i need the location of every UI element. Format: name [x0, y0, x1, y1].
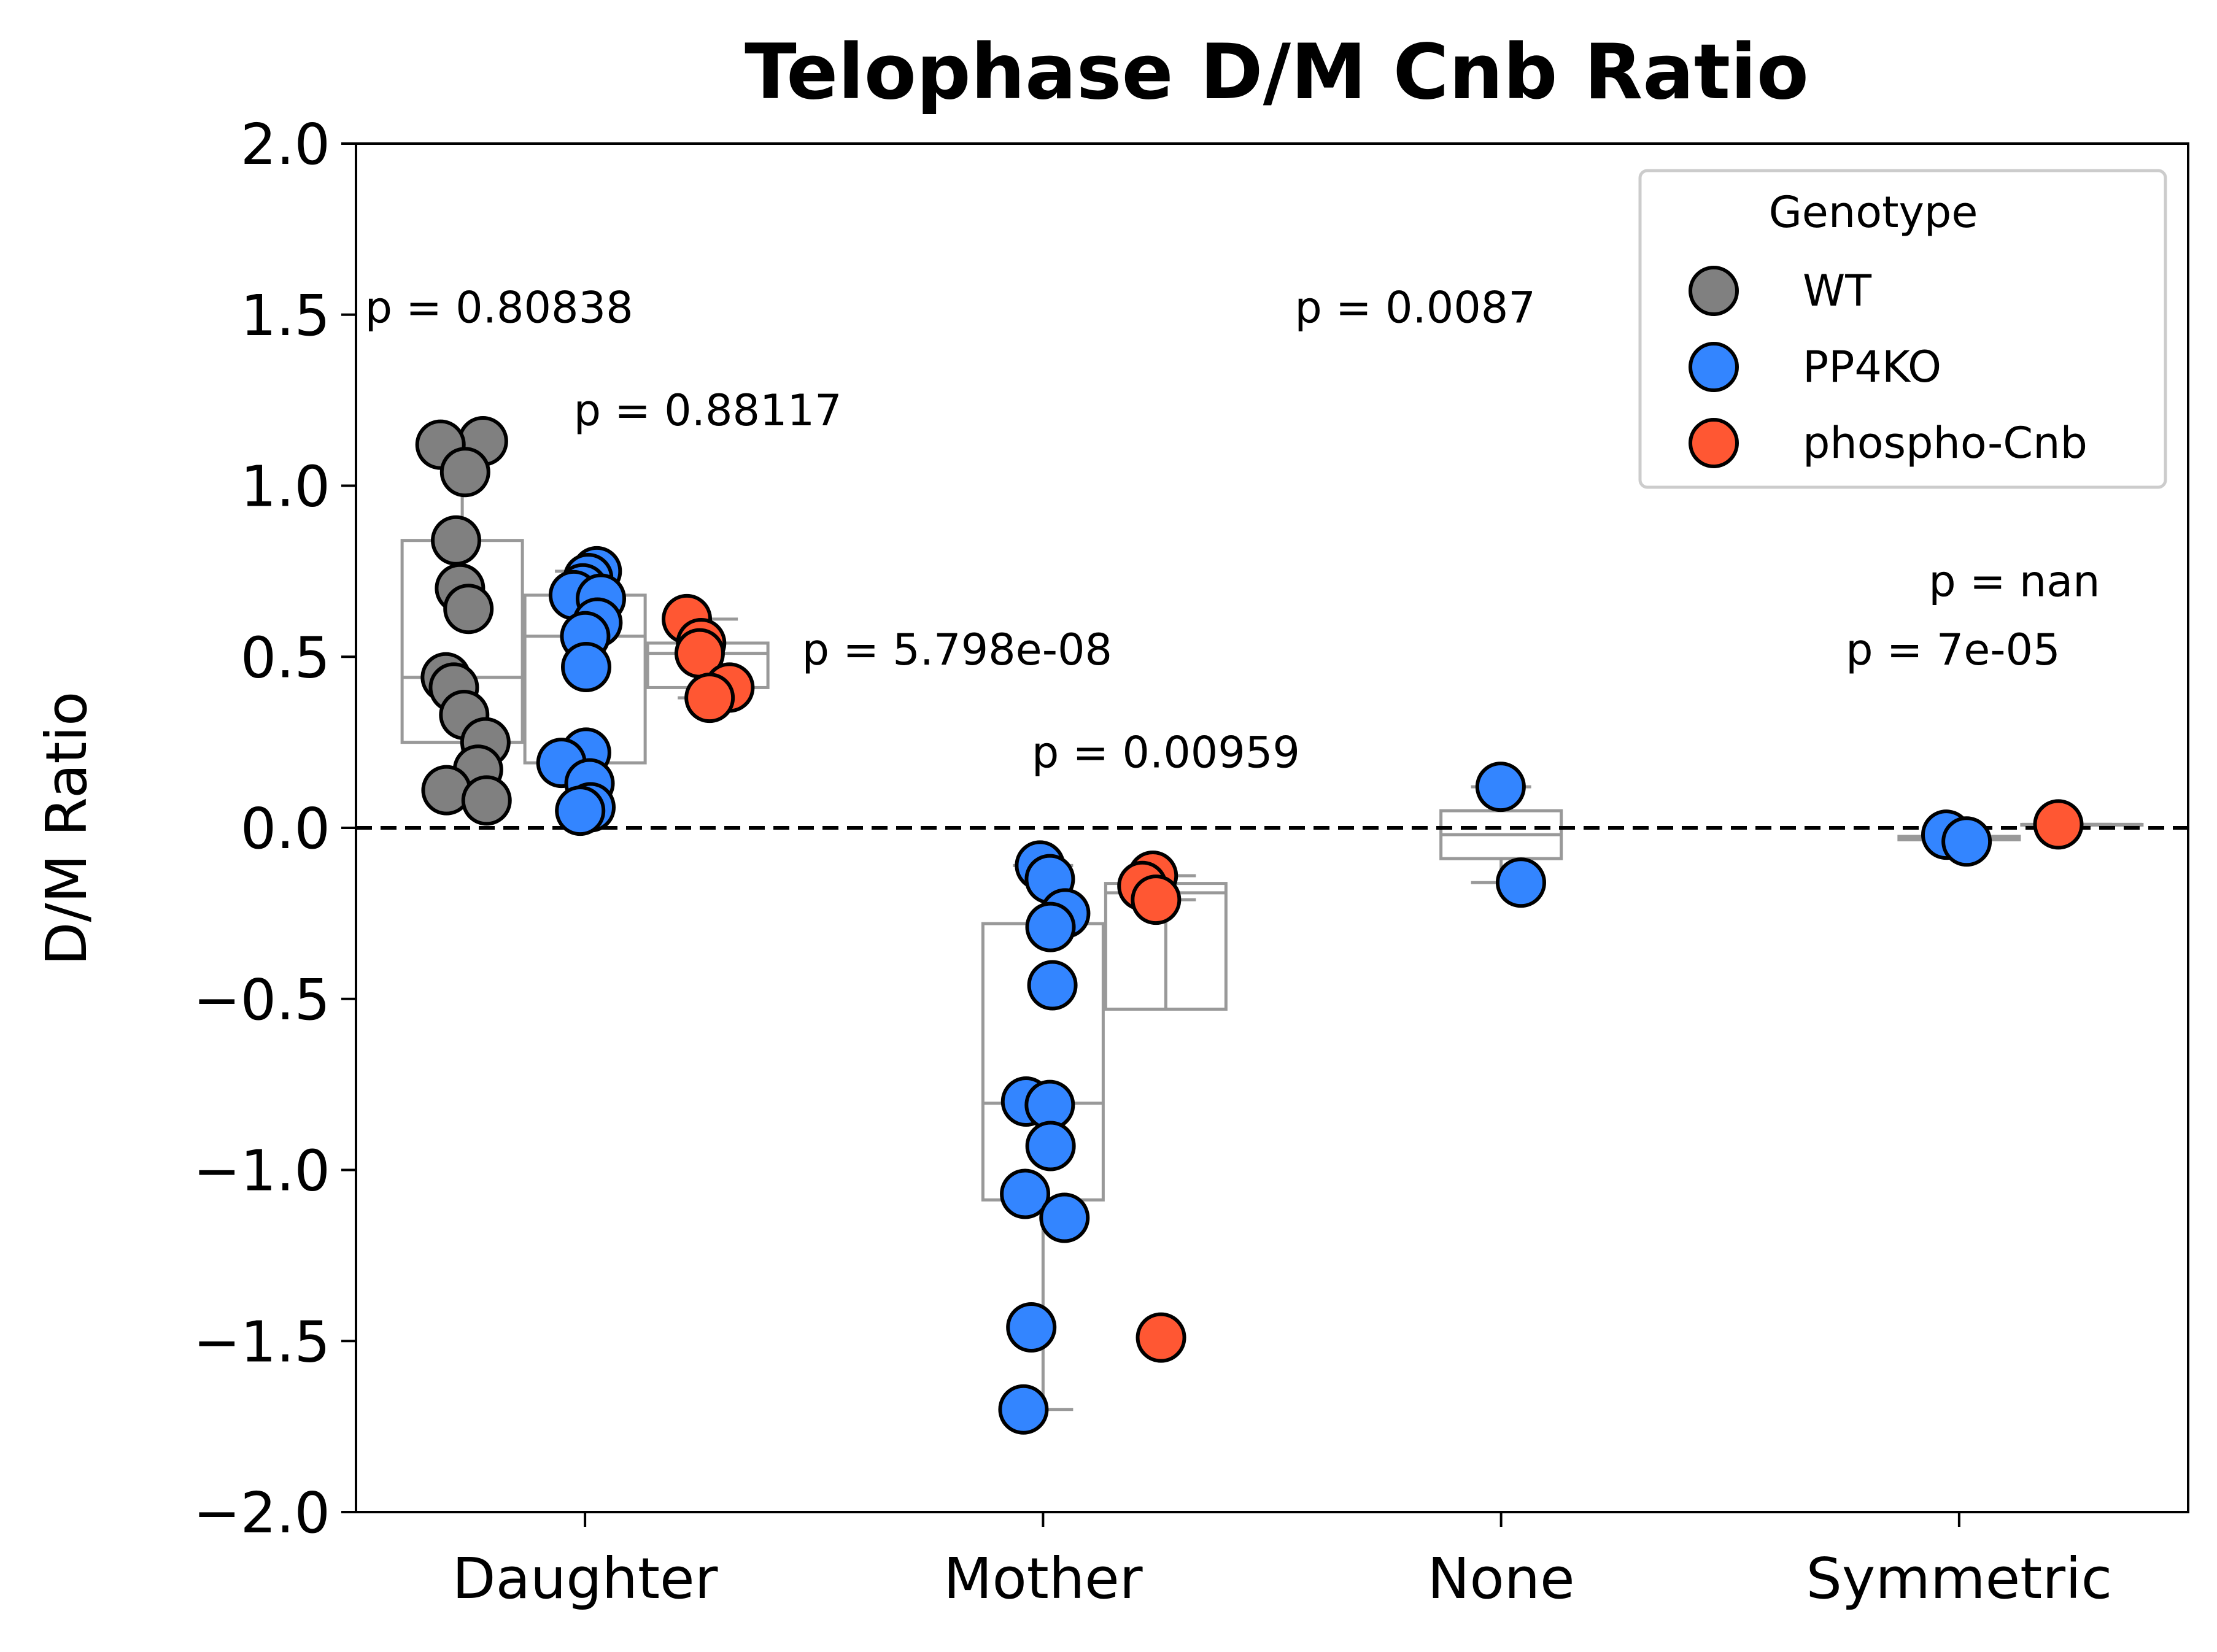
point-phospho-cnb-mother — [1136, 1312, 1186, 1363]
point-phospho-cnb-daughter — [684, 673, 735, 724]
point-pp4ko-mother — [1025, 1121, 1076, 1171]
point-phospho-cnb-symmetric — [2033, 799, 2084, 850]
point-wt-daughter — [431, 515, 482, 566]
point-pp4ko-mother — [1039, 1192, 1090, 1243]
legend-frame — [1638, 169, 2167, 489]
data-points — [415, 416, 2084, 1435]
point-pp4ko-mother — [1025, 901, 1076, 952]
p-value-annotation: p = nan — [1929, 557, 2100, 607]
p-value-annotation: p = 0.00959 — [1032, 727, 1300, 778]
point-pp4ko-mother — [1000, 1168, 1051, 1219]
point-pp4ko-none — [1475, 762, 1526, 812]
y-axis-label: D/M Ratio — [34, 692, 99, 966]
p-value-annotation: p = 5.798e-08 — [802, 625, 1112, 675]
y-tick-label: 2.0 — [241, 112, 330, 177]
legend-label-phospho-cnb: phospho-Cnb — [1803, 418, 2087, 468]
point-pp4ko-none — [1495, 857, 1546, 908]
point-pp4ko-mother — [998, 1384, 1049, 1435]
x-tick-label-symmetric: Symmetric — [1806, 1546, 2113, 1611]
legend-marker-pp4ko — [1689, 342, 1739, 392]
x-tick-label-mother: Mother — [943, 1546, 1143, 1611]
p-value-annotation: p = 0.88117 — [574, 385, 842, 436]
p-value-annotation: p = 0.80838 — [365, 283, 633, 333]
chart-title: Telophase D/M Cnb Ratio — [745, 28, 1809, 117]
y-tick-label: −1.5 — [193, 1309, 330, 1375]
y-tick-label: −0.5 — [193, 967, 330, 1033]
p-value-annotation: p = 0.0087 — [1294, 283, 1536, 333]
legend-marker-phospho-cnb — [1689, 418, 1739, 468]
legend-label-pp4ko: PP4KO — [1803, 342, 1941, 392]
point-pp4ko-mother — [1006, 1302, 1057, 1353]
p-value-annotations: p = 0.80838 p = 0.88117 p = 5.798e-08 p = 0… — [365, 283, 2100, 778]
y-tick-label: −1.0 — [193, 1138, 330, 1204]
point-pp4ko-mother — [1027, 960, 1078, 1011]
legend-label-wt: WT — [1803, 266, 1871, 316]
axes: 2.0 1.5 1.0 0.5 0.0 −0.5 −1.0 −1.5 −2.0 Daughter M… — [193, 112, 2189, 1611]
point-pp4ko-symmetric — [1941, 816, 1992, 867]
legend-marker-wt — [1689, 266, 1739, 316]
legend: Genotype WT PP4KO phospho-Cnb — [1638, 169, 2167, 489]
x-tick-label-none: None — [1428, 1546, 1575, 1611]
y-tick-label: 1.0 — [241, 454, 330, 520]
point-pp4ko-daughter — [561, 641, 612, 692]
point-pp4ko-daughter — [555, 785, 606, 836]
legend-title: Genotype — [1769, 187, 1978, 237]
x-tick-label-daughter: Daughter — [452, 1546, 718, 1611]
point-wt-daughter — [439, 447, 490, 498]
y-tick-label: 0.5 — [241, 625, 330, 690]
plot-area — [356, 416, 2188, 1435]
p-value-annotation: p = 7e-05 — [1846, 625, 2060, 675]
y-tick-label: 1.5 — [241, 283, 330, 349]
point-wt-daughter — [461, 775, 512, 826]
y-tick-label: −2.0 — [193, 1480, 330, 1546]
point-wt-daughter — [443, 584, 494, 635]
y-tick-label: 0.0 — [241, 796, 330, 862]
point-phospho-cnb-mother — [1131, 874, 1182, 925]
boxplots — [400, 439, 2144, 1411]
